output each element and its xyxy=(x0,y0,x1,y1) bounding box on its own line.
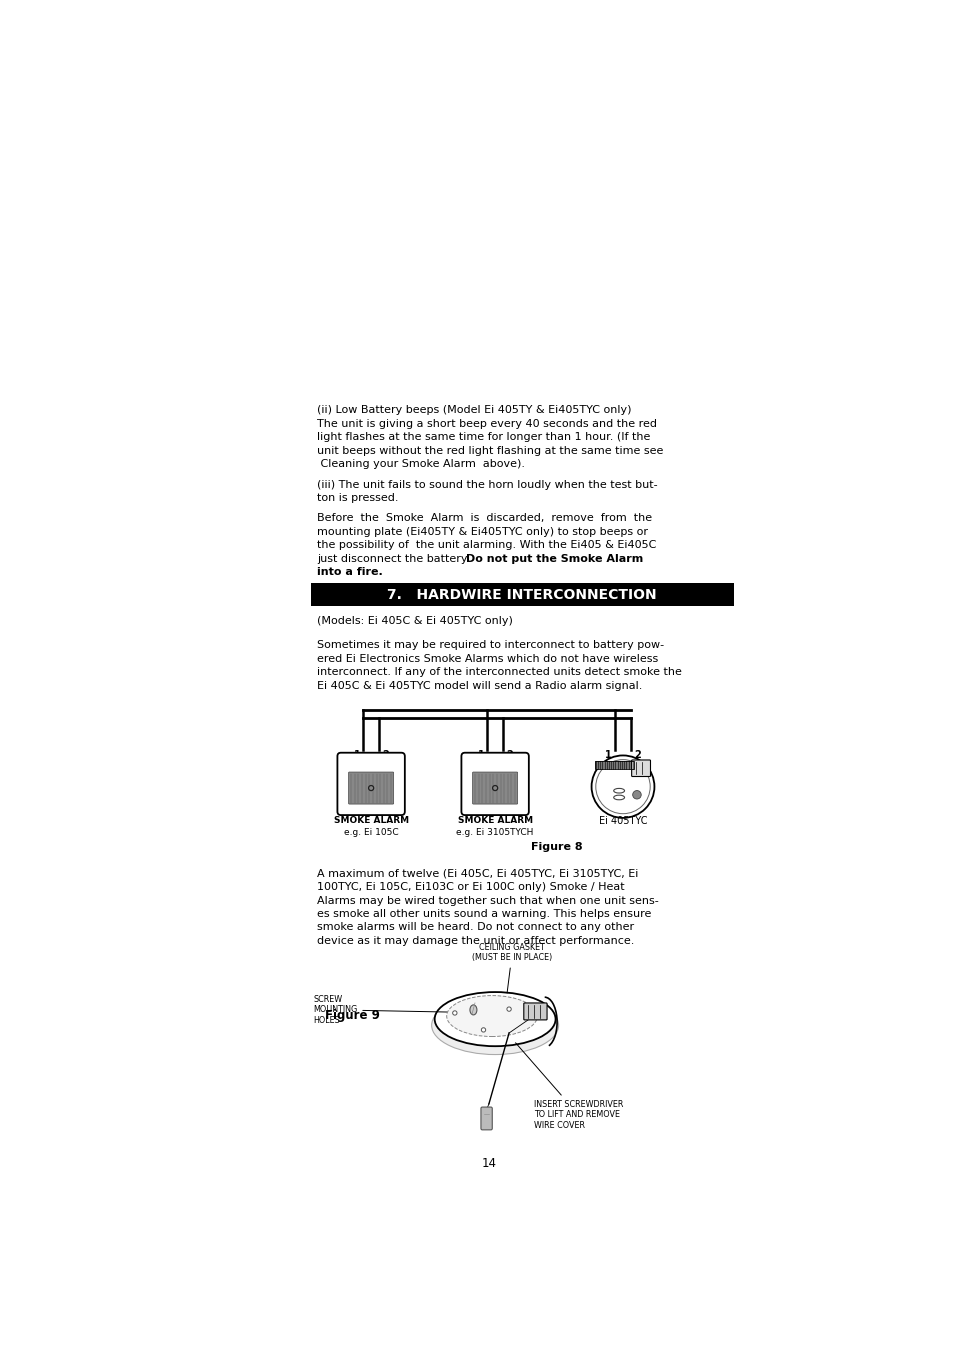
Text: CEILING GASKET
(MUST BE IN PLACE): CEILING GASKET (MUST BE IN PLACE) xyxy=(472,943,552,993)
Text: 2: 2 xyxy=(381,750,388,761)
Circle shape xyxy=(370,786,372,789)
Ellipse shape xyxy=(446,996,537,1036)
Text: e.g. Ei 105C: e.g. Ei 105C xyxy=(343,828,398,838)
Circle shape xyxy=(494,786,496,789)
Text: SMOKE ALARM: SMOKE ALARM xyxy=(334,816,408,825)
Text: the possibility of  the unit alarming. With the Ei405 & Ei405C: the possibility of the unit alarming. Wi… xyxy=(316,540,656,550)
Text: (Models: Ei 405C & Ei 405TYC only): (Models: Ei 405C & Ei 405TYC only) xyxy=(316,616,512,626)
Text: mounting plate (Ei405TY & Ei405TYC only) to stop beeps or: mounting plate (Ei405TY & Ei405TYC only)… xyxy=(316,527,647,536)
Text: Before  the  Smoke  Alarm  is  discarded,  remove  from  the: Before the Smoke Alarm is discarded, rem… xyxy=(316,513,651,523)
Text: (ii) Low Battery beeps (Model Ei 405TY & Ei405TYC only): (ii) Low Battery beeps (Model Ei 405TY &… xyxy=(316,405,631,416)
Text: (iii) The unit fails to sound the horn loudly when the test but-: (iii) The unit fails to sound the horn l… xyxy=(316,480,657,489)
Text: 1: 1 xyxy=(354,750,360,761)
Text: SMOKE ALARM: SMOKE ALARM xyxy=(457,816,532,825)
Circle shape xyxy=(368,785,374,790)
Text: Figure 9: Figure 9 xyxy=(324,1009,379,1021)
FancyBboxPatch shape xyxy=(523,1002,546,1020)
Text: 100TYC, Ei 105C, Ei103C or Ei 100C only) Smoke / Heat: 100TYC, Ei 105C, Ei103C or Ei 100C only)… xyxy=(316,882,624,892)
Text: 2: 2 xyxy=(633,750,639,761)
Text: Cleaning your Smoke Alarm  above).: Cleaning your Smoke Alarm above). xyxy=(316,459,524,469)
Ellipse shape xyxy=(431,996,558,1055)
Circle shape xyxy=(596,759,650,813)
Text: just disconnect the battery.: just disconnect the battery. xyxy=(316,554,476,563)
Text: 2: 2 xyxy=(505,750,512,761)
Text: e.g. Ei 3105TYCH: e.g. Ei 3105TYCH xyxy=(456,828,534,838)
Text: interconnect. If any of the interconnected units detect smoke the: interconnect. If any of the interconnect… xyxy=(316,667,681,677)
Text: es smoke all other units sound a warning. This helps ensure: es smoke all other units sound a warning… xyxy=(316,909,651,919)
Circle shape xyxy=(506,1006,511,1012)
Text: into a fire.: into a fire. xyxy=(316,567,382,577)
Text: The unit is giving a short beep every 40 seconds and the red: The unit is giving a short beep every 40… xyxy=(316,419,657,428)
FancyBboxPatch shape xyxy=(480,1106,492,1129)
Ellipse shape xyxy=(435,992,555,1046)
Text: ered Ei Electronics Smoke Alarms which do not have wireless: ered Ei Electronics Smoke Alarms which d… xyxy=(316,654,658,663)
Text: light flashes at the same time for longer than 1 hour. (If the: light flashes at the same time for longe… xyxy=(316,432,650,442)
Text: Figure 8: Figure 8 xyxy=(531,842,582,851)
Text: 1: 1 xyxy=(477,750,484,761)
Bar xyxy=(311,584,733,607)
Ellipse shape xyxy=(470,1005,476,1015)
Circle shape xyxy=(632,790,640,798)
FancyBboxPatch shape xyxy=(461,753,528,815)
Text: ton is pressed.: ton is pressed. xyxy=(316,493,398,503)
Text: SCREW
MOUNTING
HOLES: SCREW MOUNTING HOLES xyxy=(313,994,453,1025)
Text: 14: 14 xyxy=(481,1158,496,1170)
FancyBboxPatch shape xyxy=(337,753,404,815)
Text: device as it may damage the unit or affect performance.: device as it may damage the unit or affe… xyxy=(316,936,634,946)
Ellipse shape xyxy=(613,789,624,793)
Circle shape xyxy=(492,785,497,790)
Circle shape xyxy=(481,1028,485,1032)
Text: smoke alarms will be heard. Do not connect to any other: smoke alarms will be heard. Do not conne… xyxy=(316,923,634,932)
Ellipse shape xyxy=(613,796,624,800)
Text: Sometimes it may be required to interconnect to battery pow-: Sometimes it may be required to intercon… xyxy=(316,640,663,650)
FancyBboxPatch shape xyxy=(472,771,517,804)
Text: 7.   HARDWIRE INTERCONNECTION: 7. HARDWIRE INTERCONNECTION xyxy=(387,588,657,601)
Text: 1: 1 xyxy=(605,750,612,761)
Text: Alarms may be wired together such that when one unit sens-: Alarms may be wired together such that w… xyxy=(316,896,658,905)
Text: unit beeps without the red light flashing at the same time see: unit beeps without the red light flashin… xyxy=(316,446,662,455)
Text: A maximum of twelve (Ei 405C, Ei 405TYC, Ei 3105TYC, Ei: A maximum of twelve (Ei 405C, Ei 405TYC,… xyxy=(316,869,638,878)
Bar xyxy=(594,761,634,770)
Circle shape xyxy=(452,1011,456,1015)
Text: Ei 405C & Ei 405TYC model will send a Radio alarm signal.: Ei 405C & Ei 405TYC model will send a Ra… xyxy=(316,681,641,690)
Text: Do not put the Smoke Alarm: Do not put the Smoke Alarm xyxy=(466,554,643,563)
Text: Ei 405TYC: Ei 405TYC xyxy=(598,816,646,827)
Circle shape xyxy=(591,755,654,817)
FancyBboxPatch shape xyxy=(348,771,394,804)
FancyBboxPatch shape xyxy=(631,761,650,777)
Text: INSERT SCREWDRIVER
TO LIFT AND REMOVE
WIRE COVER: INSERT SCREWDRIVER TO LIFT AND REMOVE WI… xyxy=(515,1043,622,1129)
Bar xyxy=(594,761,634,770)
